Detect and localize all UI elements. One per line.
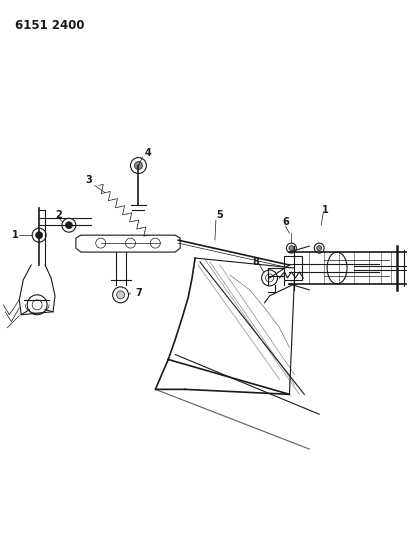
Text: 7: 7 [135, 288, 142, 298]
Circle shape [317, 246, 322, 251]
Circle shape [35, 232, 42, 239]
Circle shape [135, 161, 142, 169]
Circle shape [289, 246, 294, 251]
Text: 6151 2400: 6151 2400 [15, 19, 85, 33]
Text: 8: 8 [252, 257, 259, 267]
Text: 1: 1 [12, 230, 19, 240]
Text: 6: 6 [282, 217, 289, 227]
Bar [284, 256, 302, 280]
Text: 4: 4 [145, 148, 152, 158]
Text: 1: 1 [322, 205, 328, 215]
Circle shape [65, 222, 72, 229]
Text: 3: 3 [85, 175, 92, 185]
Text: 5: 5 [217, 210, 223, 220]
Circle shape [117, 291, 124, 299]
Text: 2: 2 [55, 210, 62, 220]
